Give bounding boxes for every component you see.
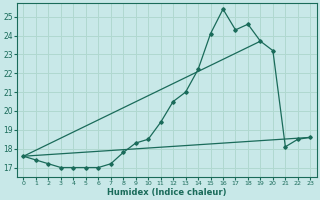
X-axis label: Humidex (Indice chaleur): Humidex (Indice chaleur): [107, 188, 227, 197]
